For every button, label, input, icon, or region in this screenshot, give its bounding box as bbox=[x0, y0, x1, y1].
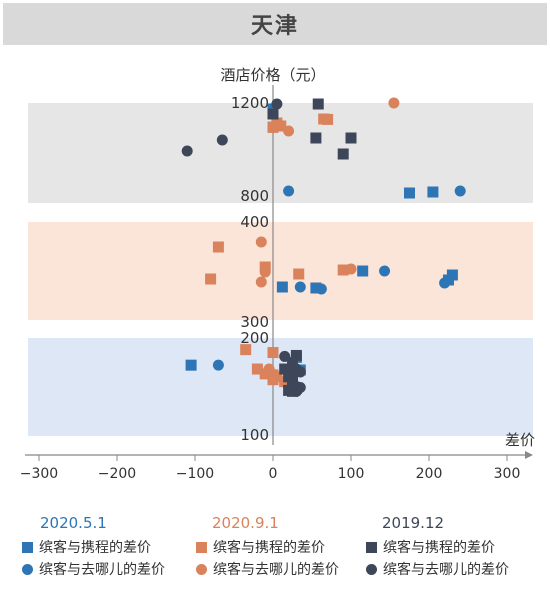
x-axis-label: 差价 bbox=[505, 431, 535, 449]
data-point-square bbox=[251, 363, 263, 375]
legend-label: 缤客与携程的差价 bbox=[213, 540, 325, 556]
data-point-square bbox=[275, 120, 287, 132]
data-point-square bbox=[290, 349, 302, 361]
data-point-circle bbox=[212, 359, 224, 371]
data-point-circle bbox=[255, 236, 267, 248]
x-tick-label: 100 bbox=[338, 466, 365, 482]
data-point-circle bbox=[283, 185, 295, 197]
data-point-circle bbox=[315, 283, 327, 295]
legend-group-2020-5-1: 2020.5.1 bbox=[40, 514, 107, 532]
square-marker-icon bbox=[366, 541, 377, 553]
x-tick-label: 200 bbox=[416, 466, 443, 482]
y-tick-label: 1200 bbox=[231, 94, 269, 112]
data-point-square bbox=[322, 113, 334, 125]
x-tick-label: −100 bbox=[176, 466, 214, 482]
data-point-square bbox=[293, 268, 305, 280]
x-tick-label: −300 bbox=[20, 466, 58, 482]
data-point-circle bbox=[439, 277, 451, 289]
data-point-square bbox=[310, 132, 322, 144]
data-point-square bbox=[276, 281, 288, 293]
data-point-square bbox=[267, 347, 279, 359]
legend-group-2019-12: 2019.12 bbox=[382, 514, 445, 532]
data-point-square bbox=[259, 368, 271, 380]
y-tick-label: 800 bbox=[240, 187, 269, 205]
y-tick-label: 100 bbox=[240, 426, 269, 444]
legend-item-dark-circle: 缤客与去哪儿的差价 bbox=[366, 559, 509, 579]
data-point-square bbox=[357, 265, 369, 277]
data-point-circle bbox=[287, 371, 298, 383]
data-point-circle bbox=[454, 185, 466, 197]
data-point-square bbox=[404, 187, 415, 199]
data-point-square bbox=[240, 344, 252, 356]
legend-label: 缤客与去哪儿的差价 bbox=[383, 562, 509, 578]
data-point-square bbox=[212, 241, 224, 253]
square-marker-icon bbox=[196, 541, 207, 553]
y-axis-label: 酒店价格（元） bbox=[220, 66, 325, 84]
data-point-circle bbox=[290, 385, 302, 397]
data-point-square bbox=[427, 186, 439, 198]
data-point-circle bbox=[345, 263, 357, 275]
data-point-square bbox=[267, 108, 279, 120]
data-point-circle bbox=[216, 134, 228, 146]
circle-marker-icon bbox=[196, 563, 207, 575]
y-tick-label: 400 bbox=[240, 213, 269, 231]
data-point-circle bbox=[388, 97, 400, 109]
data-point-circle bbox=[255, 276, 267, 288]
data-point-circle bbox=[267, 371, 279, 383]
legend-label: 缤客与去哪儿的差价 bbox=[39, 562, 165, 578]
legend-label: 缤客与携程的差价 bbox=[39, 540, 151, 556]
legend-label: 缤客与携程的差价 bbox=[383, 540, 495, 556]
legend-label: 缤客与去哪儿的差价 bbox=[213, 562, 339, 578]
data-point-circle bbox=[181, 145, 193, 157]
data-point-square bbox=[312, 98, 324, 110]
data-point-square bbox=[310, 282, 322, 294]
data-point-circle bbox=[279, 350, 291, 362]
circle-marker-icon bbox=[22, 563, 33, 575]
legend-item-blue-square: 缤客与携程的差价 bbox=[22, 537, 151, 557]
data-point-circle bbox=[379, 265, 391, 277]
x-axis-arrow bbox=[525, 451, 533, 459]
data-point-circle bbox=[294, 281, 306, 293]
legend-item-orange-square: 缤客与携程的差价 bbox=[196, 537, 325, 557]
data-point-square bbox=[267, 121, 279, 133]
data-point-square bbox=[345, 132, 357, 144]
legend-item-orange-circle: 缤客与去哪儿的差价 bbox=[196, 559, 339, 579]
data-point-square bbox=[185, 359, 197, 371]
legend-item-dark-square: 缤客与携程的差价 bbox=[366, 537, 495, 557]
circle-marker-icon bbox=[366, 563, 377, 575]
data-point-circle bbox=[271, 98, 283, 110]
legend-item-blue-circle: 缤客与去哪儿的差价 bbox=[22, 559, 165, 579]
x-tick-label: 300 bbox=[494, 466, 521, 482]
title-bar: 天津 bbox=[3, 3, 547, 45]
legend-group-2020-9-1: 2020.9.1 bbox=[212, 514, 279, 532]
data-point-square bbox=[337, 148, 349, 160]
chart-title: 天津 bbox=[250, 14, 299, 39]
y-tick-label: 200 bbox=[240, 329, 269, 347]
x-tick-label: −200 bbox=[98, 466, 136, 482]
data-point-square bbox=[337, 264, 349, 276]
data-point-circle bbox=[259, 266, 271, 278]
x-tick-label: 0 bbox=[269, 466, 278, 482]
y-tick-label: 300 bbox=[240, 313, 269, 331]
data-point-square bbox=[205, 273, 217, 285]
data-point-circle bbox=[283, 125, 295, 137]
square-marker-icon bbox=[22, 541, 33, 553]
